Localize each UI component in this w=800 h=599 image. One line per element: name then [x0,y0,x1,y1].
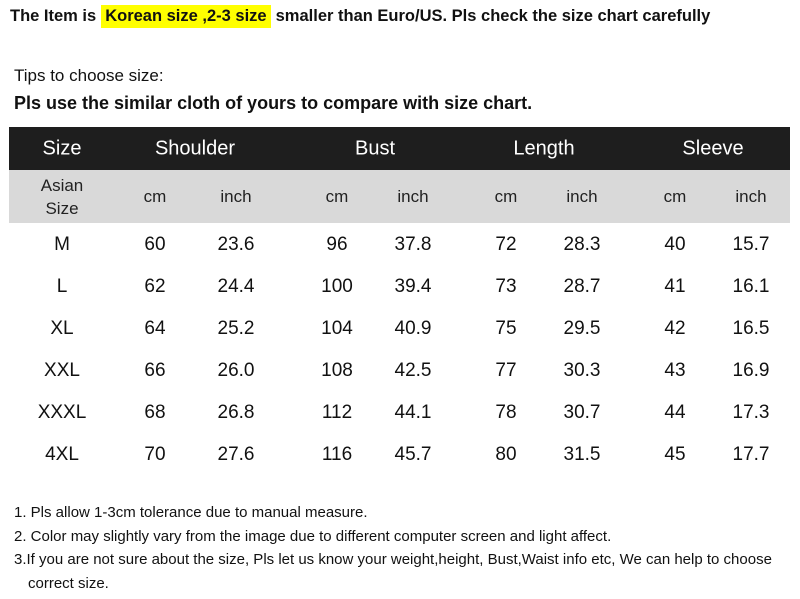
table-cell: 68 [144,402,166,423]
table-cell: 44 [664,402,686,423]
table-cell: 42.5 [394,360,432,381]
table-cell: 28.7 [563,276,601,297]
table-cell: 16.1 [732,276,770,297]
table-cell: 62 [144,276,166,297]
table-cell: 17.3 [732,402,770,423]
headline: The Item is Korean size ,2-3 size smaller … [10,5,710,28]
size-label: XXL [44,360,80,381]
tips-title: Tips to choose size: [14,66,164,85]
size-label: XL [50,318,74,339]
table-cell: 26.8 [217,402,255,423]
table-cell: 25.2 [217,318,255,339]
table-cell: 40 [664,234,686,255]
table-cell: 80 [495,444,517,465]
column-header: Length [513,137,575,160]
table-cell: 77 [495,360,517,381]
subheader-cell: cm [143,187,167,206]
table-cell: 108 [321,360,353,381]
table-cell: 64 [144,318,166,339]
column-header: Sleeve [682,137,744,160]
column-header: Bust [354,137,396,160]
subheader-cell: inch [566,187,598,206]
table-cell: 116 [321,444,353,465]
headline-text: The Item is [10,7,97,25]
table-cell: 16.5 [732,318,770,339]
table-header [9,127,790,170]
table-cell: 96 [326,234,348,255]
subheader-cell: cm [494,187,518,206]
note: 3.If you are not sure about the size, Pl… [14,551,772,592]
table-cell: 75 [495,318,517,339]
table-cell: 24.4 [217,276,255,297]
note: 2. Color may slightly vary from the imag… [14,528,612,545]
table-cell: 44.1 [394,402,432,423]
table-cell: 37.8 [394,234,432,255]
headline-text: smaller than Euro/US. Pls check the size… [275,7,711,25]
size-label: M [54,234,70,255]
subheader-cell: inch [397,187,429,206]
table-cell: 30.3 [563,360,601,381]
subheader-cell: inch [735,187,767,206]
table-cell: 41 [664,276,686,297]
table-cell: 72 [495,234,517,255]
size-label: 4XL [45,444,79,465]
table-subheader [9,170,790,223]
table-cell: 45 [664,444,686,465]
table-cell: 104 [321,318,353,339]
table-cell: 73 [495,276,517,297]
table-cell: 112 [321,402,353,423]
table-cell: 60 [144,234,166,255]
table-cell: 28.3 [563,234,601,255]
table-cell: 100 [321,276,353,297]
table-cell: 30.7 [563,402,601,423]
table-cell: 23.6 [217,234,255,255]
table-cell: 31.5 [563,444,601,465]
table-cell: 39.4 [394,276,432,297]
column-header: Shoulder [154,137,236,160]
subheader-cell: cm [325,187,349,206]
size-label: XXXL [37,402,87,423]
note: 1. Pls allow 1-3cm tolerance due to manu… [14,504,368,521]
table-cell: 78 [495,402,517,423]
tips-instruction: Pls use the similar cloth of yours to co… [14,93,533,113]
subheader-cell: inch [220,187,252,206]
table-cell: 70 [144,444,166,465]
table-cell: 45.7 [394,444,432,465]
size-label: L [56,276,68,297]
table-cell: 26.0 [217,360,255,381]
table-cell: 17.7 [732,444,770,465]
table-cell: 66 [144,360,166,381]
subheader-cell: cm [663,187,687,206]
subheader-cell: Asian Size [40,176,84,218]
table-cell: 27.6 [217,444,255,465]
table-cell: 29.5 [563,318,601,339]
highlight: Korean size ,2-3 size [101,5,271,28]
table-cell: 42 [664,318,686,339]
table-cell: 15.7 [732,234,770,255]
column-header: Size [42,137,82,160]
table-cell: 16.9 [732,360,770,381]
table-cell: 40.9 [394,318,432,339]
table-cell: 43 [664,360,686,381]
